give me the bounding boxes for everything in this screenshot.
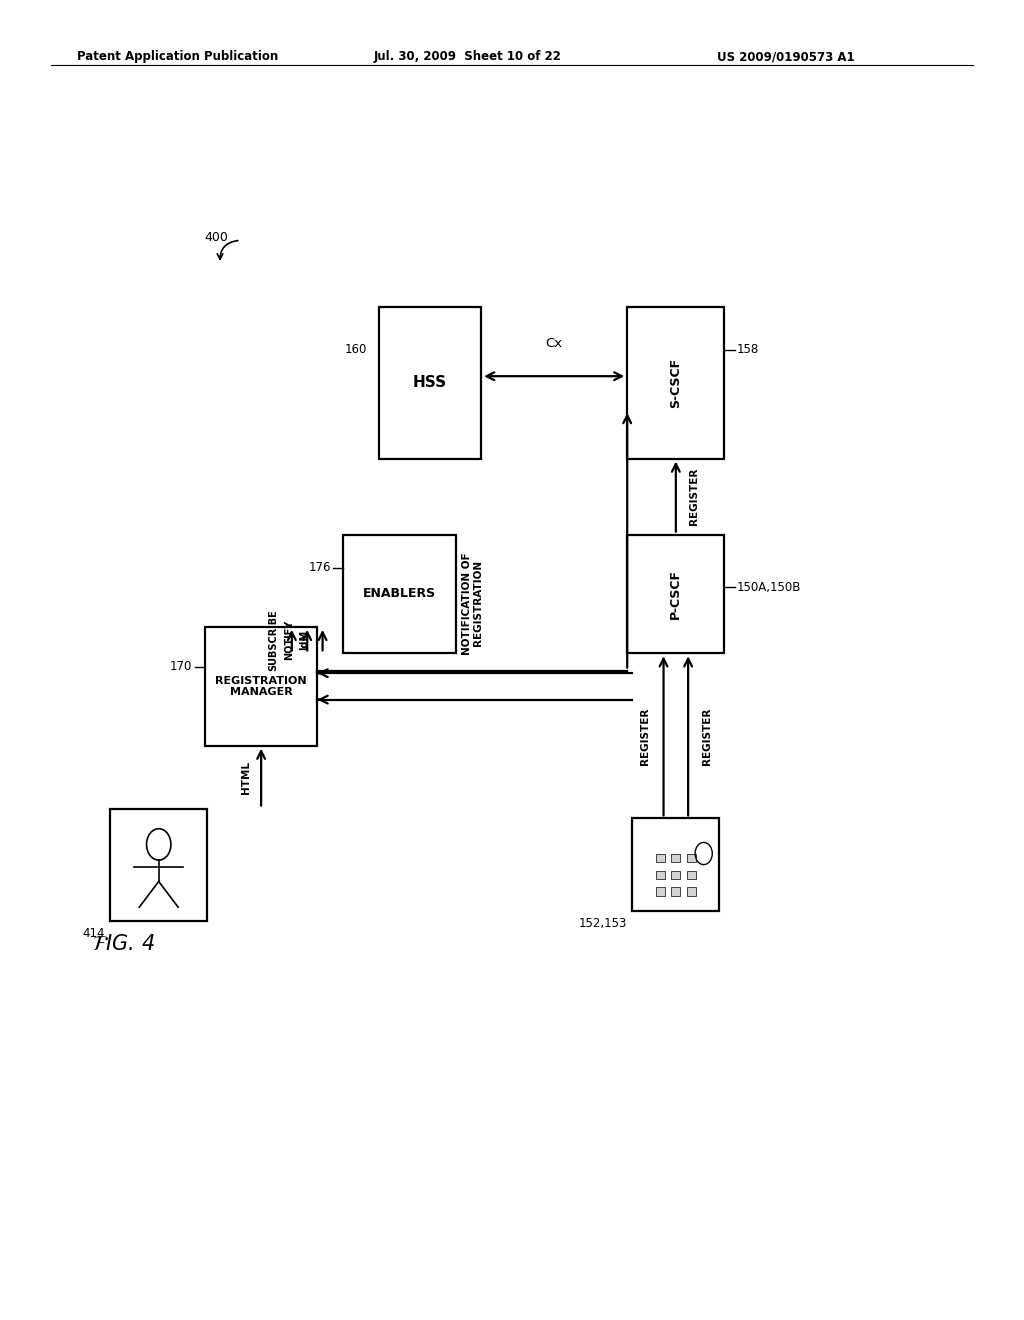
- Circle shape: [146, 829, 171, 861]
- Text: 176: 176: [308, 561, 331, 574]
- Text: HTML: HTML: [241, 760, 251, 793]
- Text: REGISTER: REGISTER: [640, 708, 650, 764]
- Text: Patent Application Publication: Patent Application Publication: [77, 50, 279, 63]
- Text: NOTIFICATION OF
REGISTRATION: NOTIFICATION OF REGISTRATION: [462, 552, 483, 655]
- Bar: [655, 854, 665, 862]
- Bar: [687, 871, 696, 879]
- Text: IdM: IdM: [299, 630, 309, 651]
- Bar: [633, 818, 719, 911]
- Text: US 2009/0190573 A1: US 2009/0190573 A1: [717, 50, 854, 63]
- Bar: [627, 535, 725, 653]
- Text: S-CSCF: S-CSCF: [670, 358, 682, 408]
- Text: 158: 158: [737, 343, 759, 356]
- Text: 160: 160: [344, 343, 367, 356]
- Bar: [687, 854, 696, 862]
- Bar: [655, 871, 665, 879]
- Text: NOTIFY: NOTIFY: [284, 620, 294, 660]
- Bar: [655, 887, 665, 895]
- Bar: [627, 308, 725, 459]
- Text: 150A,150B: 150A,150B: [737, 581, 801, 594]
- Text: $\mathcal{F}$IG. 4: $\mathcal{F}$IG. 4: [92, 933, 156, 954]
- Bar: [672, 887, 680, 895]
- Bar: [687, 887, 696, 895]
- Bar: [379, 308, 481, 459]
- Bar: [672, 854, 680, 862]
- Text: Cx: Cx: [546, 337, 563, 350]
- Text: P-CSCF: P-CSCF: [670, 569, 682, 619]
- Text: 170: 170: [170, 660, 193, 673]
- Bar: [672, 871, 680, 879]
- Bar: [205, 627, 317, 746]
- Text: Jul. 30, 2009  Sheet 10 of 22: Jul. 30, 2009 Sheet 10 of 22: [374, 50, 561, 63]
- Text: REGISTRATION
MANAGER: REGISTRATION MANAGER: [215, 676, 307, 697]
- Bar: [343, 535, 456, 653]
- Text: HSS: HSS: [413, 375, 447, 391]
- Text: 400: 400: [205, 231, 228, 244]
- Bar: [111, 808, 207, 921]
- Text: REGISTER: REGISTER: [701, 708, 712, 764]
- Text: ENABLERS: ENABLERS: [362, 587, 436, 601]
- Text: SUBSCRIBE: SUBSCRIBE: [268, 610, 279, 671]
- Text: 414: 414: [83, 927, 104, 940]
- Text: 152,153: 152,153: [579, 917, 627, 931]
- Text: REGISTER: REGISTER: [689, 469, 699, 525]
